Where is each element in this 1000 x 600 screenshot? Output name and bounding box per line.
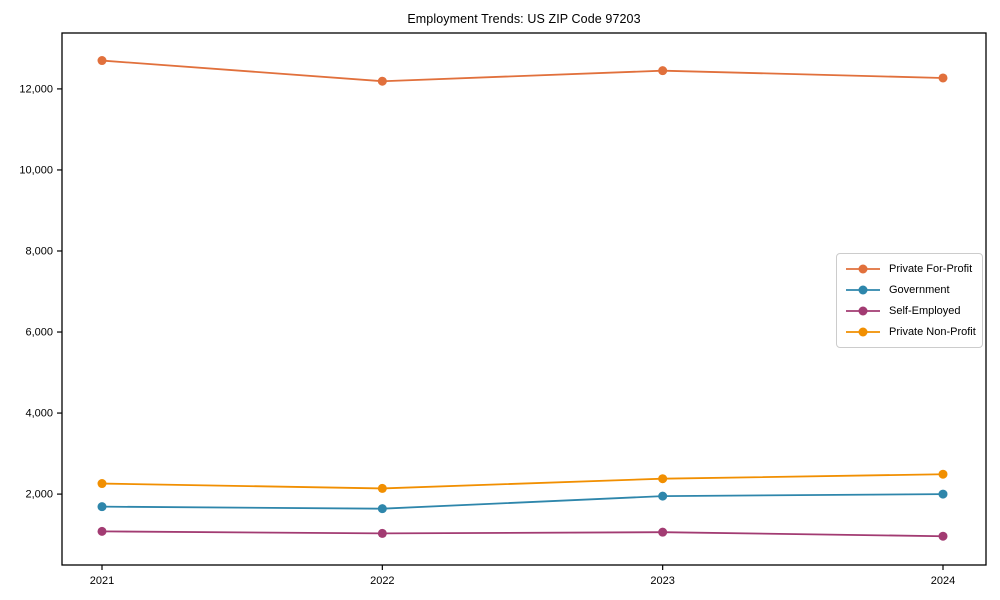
legend-marker-icon (846, 327, 880, 337)
legend-label: Self-Employed (889, 304, 961, 317)
legend-entry: Private For-Profit (845, 259, 974, 279)
axes-frame (61, 32, 987, 566)
legend-label: Private Non-Profit (889, 325, 976, 338)
legend: Private For-Profit Government Self-Employe… (836, 253, 983, 348)
y-tick-label: 12,000 (19, 83, 53, 95)
series-line (101, 493, 944, 510)
legend-marker-icon (846, 285, 880, 295)
data-point-marker (377, 528, 387, 538)
data-point-marker (377, 483, 387, 493)
data-point-marker (938, 469, 948, 479)
data-point-marker (658, 527, 668, 537)
data-point-marker (97, 479, 107, 489)
y-tick-label: 10,000 (19, 164, 53, 176)
data-point-marker (97, 502, 107, 512)
legend-entry: Private Non-Profit (845, 322, 976, 342)
data-point-marker (938, 531, 948, 541)
y-tick-label: 8,000 (25, 245, 53, 257)
data-point-marker (97, 526, 107, 536)
x-tick-label: 2023 (650, 575, 674, 587)
series-line (101, 530, 944, 538)
x-tick-label: 2024 (931, 575, 955, 587)
legend-label: Government (889, 284, 950, 297)
legend-marker-icon (846, 264, 880, 274)
legend-marker-icon (846, 306, 880, 316)
data-point-marker (938, 489, 948, 499)
chart-title: Employment Trends: US ZIP Code 97203 (407, 12, 641, 26)
x-tick-label: 2022 (370, 575, 394, 587)
data-point-marker (658, 474, 668, 484)
data-point-marker (938, 73, 948, 83)
data-point-marker (97, 56, 107, 66)
y-tick-label: 6,000 (25, 327, 53, 339)
x-tick-label: 2021 (90, 575, 114, 587)
data-point-marker (377, 76, 387, 86)
data-point-marker (658, 66, 668, 76)
y-tick-label: 4,000 (25, 408, 53, 420)
legend-label: Private For-Profit (889, 263, 973, 276)
legend-entry: Government (845, 280, 974, 300)
y-tick-label: 2,000 (25, 489, 53, 501)
series-line (101, 59, 944, 83)
data-point-marker (658, 491, 668, 501)
series-line (101, 473, 944, 490)
data-point-marker (377, 504, 387, 514)
legend-entry: Self-Employed (845, 301, 974, 321)
